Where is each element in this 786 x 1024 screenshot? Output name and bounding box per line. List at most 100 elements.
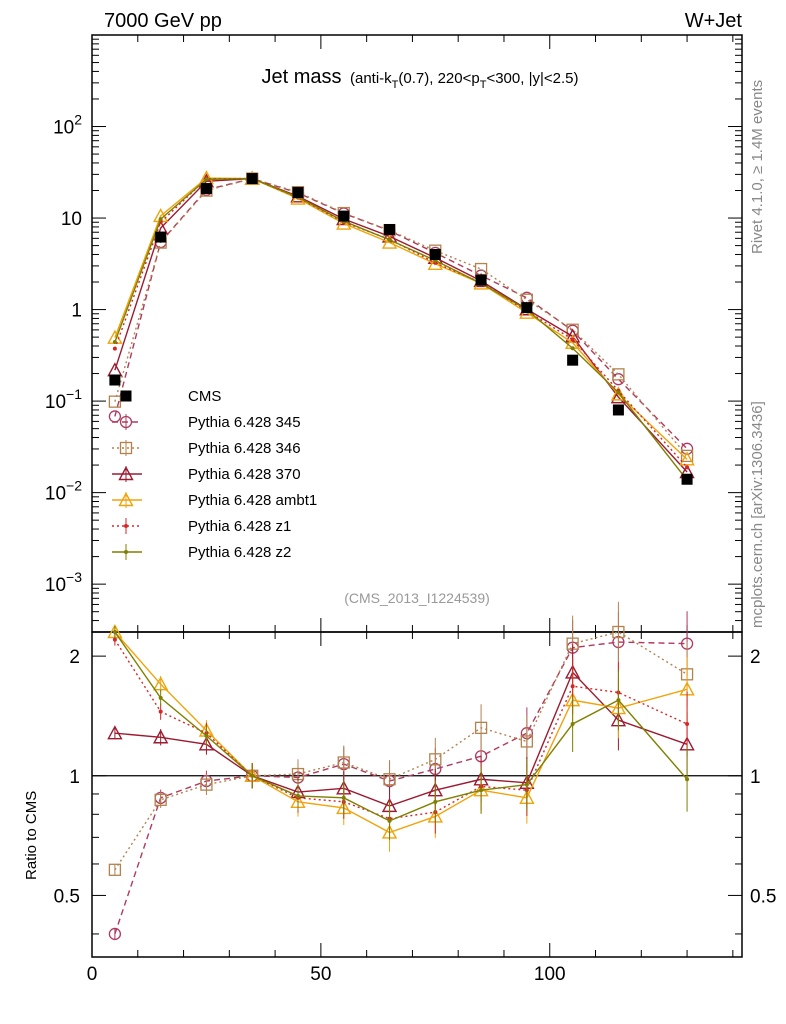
ratio-tick-label-right: 2 — [750, 647, 761, 668]
series-6-point — [204, 177, 209, 182]
series-5-ratio-point — [112, 637, 117, 642]
axes-group: 0 50 100 10−3 10−2 10−1 1 10 102 0.5 0.5 1 1 2 2 — [45, 35, 776, 985]
ratio-tick-label-right: 0.5 — [750, 886, 776, 907]
series-5-ratio-point — [685, 721, 690, 726]
ratio-tick-label-right: 1 — [750, 767, 761, 788]
legend-label: Pythia 6.428 z1 — [188, 518, 291, 535]
y-tick-label: 102 — [53, 112, 82, 139]
cms-data-point — [681, 473, 693, 485]
legend-label: Pythia 6.428 346 — [188, 440, 301, 457]
series-2-ratio-point — [200, 778, 213, 791]
series-4-point — [427, 255, 443, 271]
cms-data-point — [292, 187, 304, 199]
legend-marker — [118, 492, 134, 507]
main-series-group — [107, 170, 695, 485]
main-plot-frame — [91, 34, 743, 633]
series-5-point — [112, 346, 117, 351]
legend-marker — [124, 550, 128, 554]
cms-data-point — [338, 210, 350, 222]
series-6-line — [114, 177, 688, 481]
series-1-point — [612, 373, 625, 386]
series-2-ratio — [108, 601, 694, 876]
series-2-ratio-line — [114, 631, 688, 871]
legend-entry: CMS — [120, 388, 221, 405]
legend-label: Pythia 6.428 z2 — [188, 544, 291, 561]
cms-data-point — [612, 404, 624, 416]
series-6-ratio-point — [387, 818, 392, 823]
legend-label: Pythia 6.428 345 — [188, 414, 301, 431]
header-right-label: W+Jet — [685, 10, 743, 32]
series-6-point — [112, 340, 117, 345]
series-4-ratio-point — [152, 676, 169, 691]
series-2-point — [108, 395, 122, 408]
ratio-axis-label: Ratio to CMS — [23, 791, 40, 880]
legend: CMS Pythia 6.428 345 Pythia 6.428 346 Pythi… — [112, 388, 317, 561]
cms-data-point — [521, 302, 533, 314]
analysis-reference-label: (CMS_2013_I1224539) — [344, 590, 490, 606]
series-2-ratio-point — [154, 793, 167, 806]
series-4-point — [679, 451, 695, 466]
series-2-point — [680, 449, 694, 463]
legend-entry: Pythia 6.428 345 — [112, 414, 301, 431]
x-tick-label: 100 — [534, 964, 566, 985]
series-2-ratio-point — [429, 753, 442, 766]
legend-marker — [119, 415, 133, 429]
y-tick-label: 10−2 — [45, 478, 82, 505]
legend-entry: Pythia 6.428 ambt1 — [112, 492, 317, 509]
legend-entry: Pythia 6.428 z1 — [112, 518, 291, 535]
ratio-tick-label: 1 — [69, 767, 80, 788]
series-2-ratio-point — [474, 721, 488, 735]
legend-label: CMS — [188, 388, 221, 405]
legend-marker — [118, 466, 134, 481]
plot-title: Jet mass (anti-kT(0.7), 220<pT<300, |y|<… — [262, 66, 579, 91]
rivet-version-label: Rivet 4.1.0, ≥ 1.4M events — [749, 80, 766, 254]
x-tick-label: 50 — [310, 964, 331, 985]
ratio-plot-frame — [91, 631, 743, 958]
cms-data-point — [567, 354, 579, 366]
cms-data-point — [429, 248, 441, 260]
legend-marker — [119, 441, 133, 455]
legend-label: Pythia 6.428 ambt1 — [188, 492, 317, 509]
legend-entry: Pythia 6.428 346 — [112, 440, 301, 457]
legend-label: Pythia 6.428 370 — [188, 466, 301, 483]
series-6-main — [112, 176, 690, 483]
series-6-ratio-point — [112, 630, 117, 634]
series-1-point — [680, 442, 694, 455]
series-1-line — [114, 177, 688, 450]
header-left-label: 7000 GeV pp — [104, 10, 222, 32]
series-6-ratio-point — [204, 733, 209, 738]
cms-data-point — [200, 183, 212, 195]
series-2-point — [612, 368, 625, 381]
series-3-ratio-point — [107, 725, 123, 740]
legend-entry: Pythia 6.428 z2 — [112, 544, 291, 561]
series-3-ratio-point — [198, 736, 215, 751]
series-5-ratio-line — [114, 639, 688, 820]
series-3-point — [564, 328, 581, 343]
series-4-ratio — [107, 624, 695, 852]
cms-data-point — [109, 374, 121, 386]
series-6-ratio-point — [524, 782, 529, 787]
series-6-ratio-point — [295, 793, 300, 798]
ratio-series-group — [107, 601, 695, 941]
legend-marker — [124, 524, 128, 528]
series-2-ratio-point — [383, 773, 396, 786]
mcplots-label: mcplots.cern.ch [arXiv:1306.3436] — [749, 401, 766, 628]
series-5-point — [570, 337, 575, 342]
series-5-point — [685, 465, 690, 470]
y-tick-label: 10 — [61, 209, 82, 230]
series-3-ratio — [107, 644, 695, 826]
series-3-ratio-point — [152, 729, 169, 744]
series-2-ratio-point — [108, 863, 122, 876]
legend-marker — [120, 390, 132, 402]
cms-data-point — [155, 231, 167, 243]
cms-data-point — [475, 274, 487, 286]
series-6-ratio-point — [616, 698, 621, 703]
series-1-ratio-point — [108, 927, 122, 941]
series-6-ratio-point — [158, 695, 163, 700]
series-1-main — [108, 172, 694, 455]
cms-data-points — [109, 173, 693, 485]
series-6-ratio-line — [114, 631, 688, 822]
series-6-ratio-point — [341, 795, 346, 800]
y-tick-label: 10−3 — [45, 569, 82, 596]
